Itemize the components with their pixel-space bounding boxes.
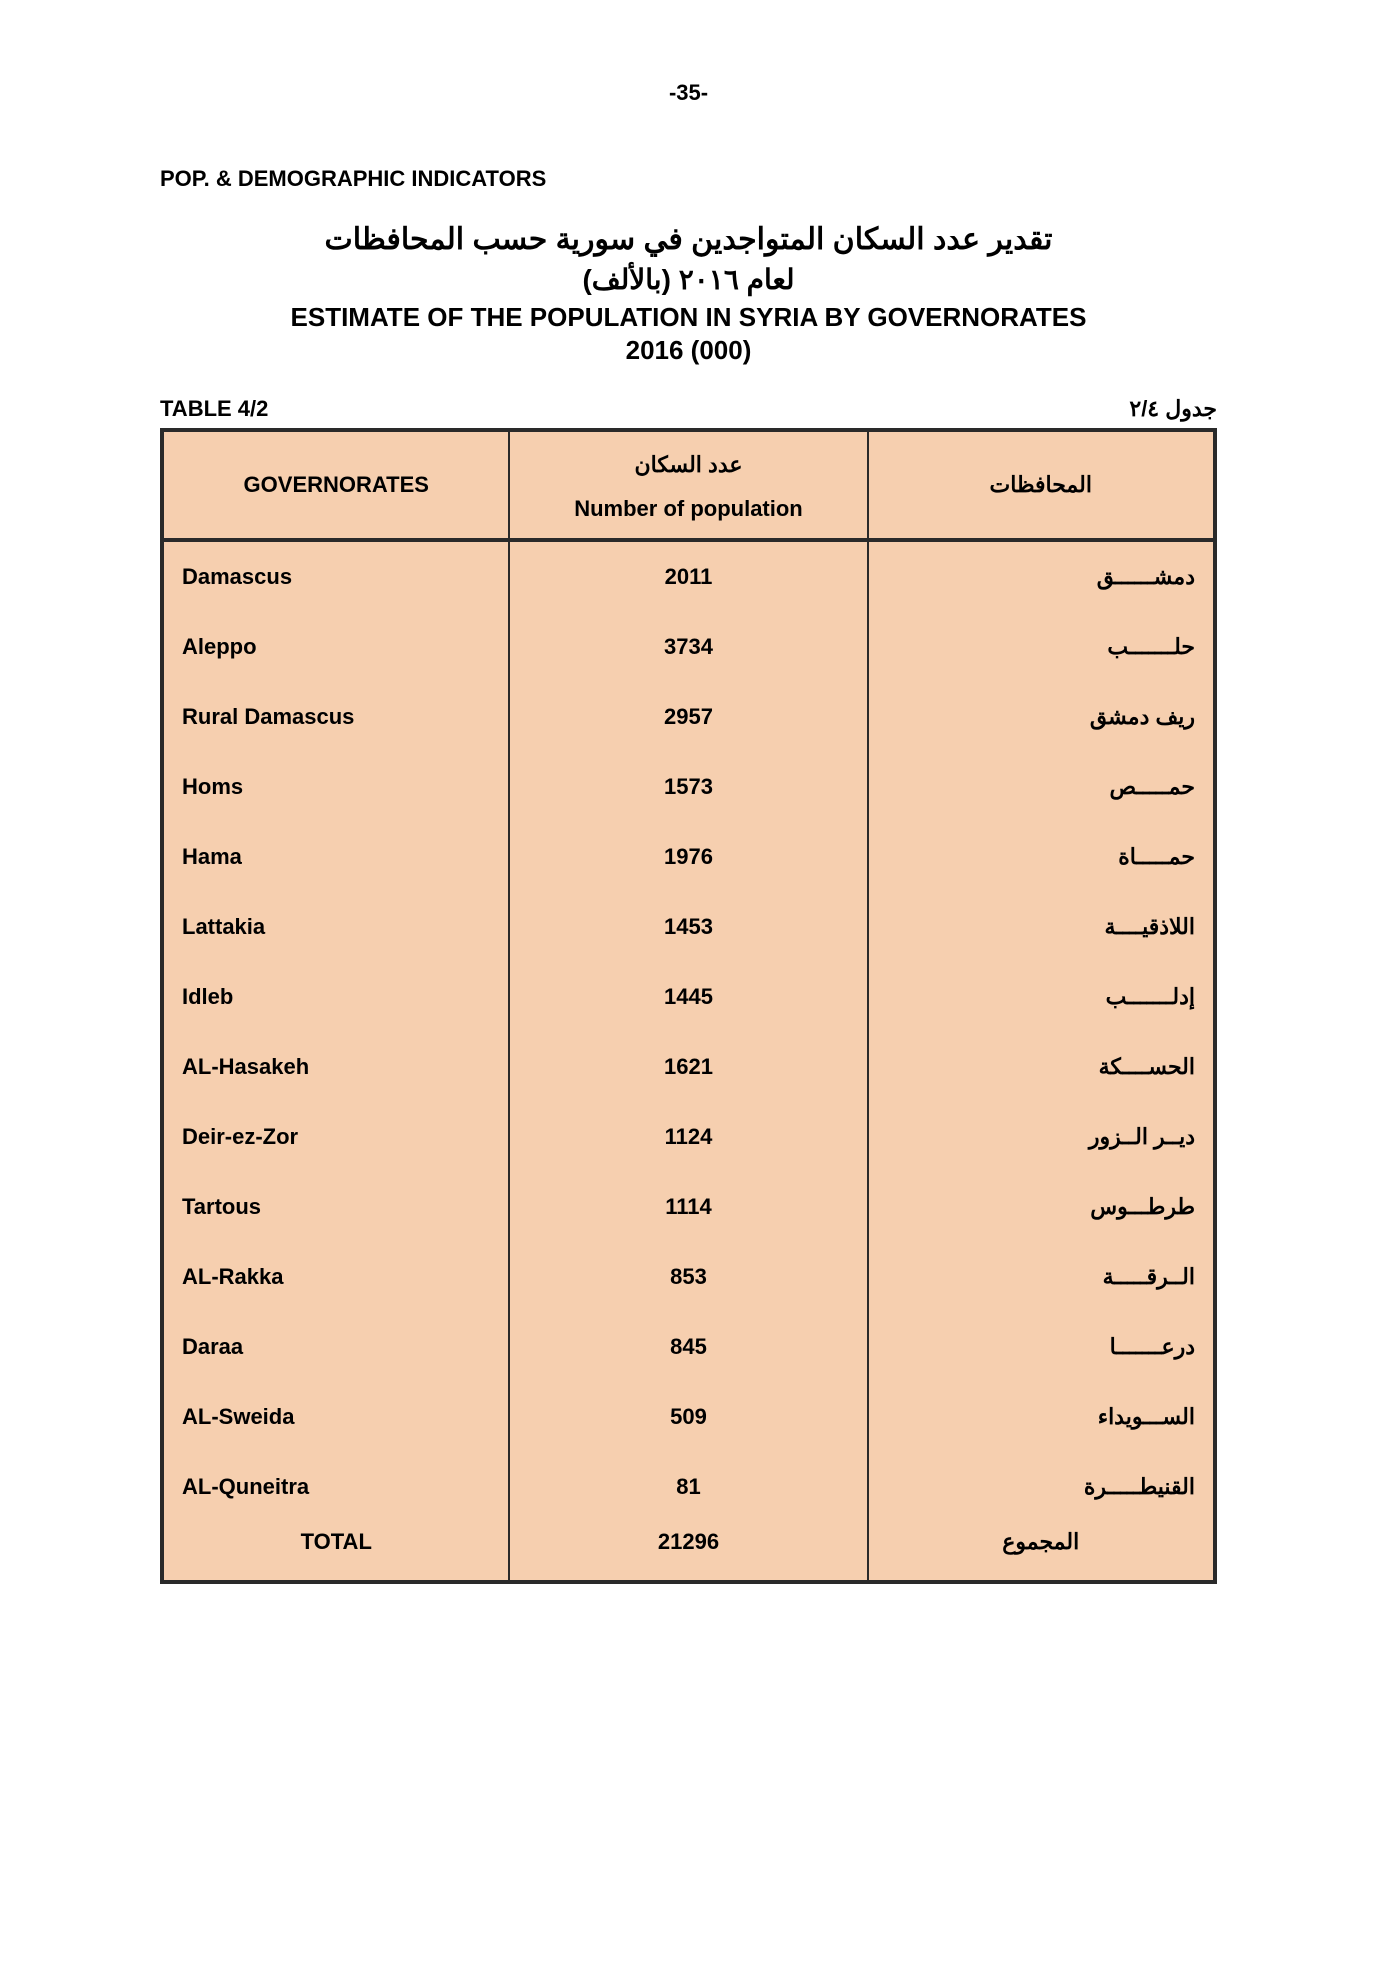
- table-row: Tartous1114طرطـــوس: [162, 1172, 1215, 1242]
- governorate-name-en: AL-Quneitra: [162, 1452, 509, 1522]
- population-value: 81: [509, 1452, 867, 1522]
- title-english-line1: ESTIMATE OF THE POPULATION IN SYRIA BY G…: [160, 302, 1217, 333]
- governorate-name-en: Rural Damascus: [162, 682, 509, 752]
- table-row: AL-Sweida509الســـويداء: [162, 1382, 1215, 1452]
- table-label-ar: جدول ٢/٤: [1129, 396, 1217, 422]
- governorate-name-en: Hama: [162, 822, 509, 892]
- table-row: Damascus2011دمشــــــق: [162, 540, 1215, 612]
- col-header-governorates-ar: المحافظات: [868, 430, 1216, 540]
- page-number: -35-: [160, 80, 1217, 106]
- table-row: Deir-ez-Zor1124ديــر الــزور: [162, 1102, 1215, 1172]
- population-value: 2011: [509, 540, 867, 612]
- population-value: 845: [509, 1312, 867, 1382]
- governorate-name-en: AL-Rakka: [162, 1242, 509, 1312]
- governorate-name-ar: اللاذقيــــة: [868, 892, 1216, 962]
- table-row: Aleppo3734حلـــــــب: [162, 612, 1215, 682]
- governorate-name-ar: ريف دمشق: [868, 682, 1216, 752]
- governorate-name-ar: إدلـــــــب: [868, 962, 1216, 1032]
- table-label-en: TABLE 4/2: [160, 396, 268, 422]
- table-row: Hama1976حمـــــاة: [162, 822, 1215, 892]
- title-arabic-line1: تقدير عدد السكان المتواجدين في سورية حسب…: [160, 222, 1217, 257]
- table-label-row: TABLE 4/2 جدول ٢/٤: [160, 396, 1217, 422]
- governorate-name-en: Lattakia: [162, 892, 509, 962]
- population-value: 1124: [509, 1102, 867, 1172]
- governorate-name-ar: ديــر الــزور: [868, 1102, 1216, 1172]
- table-header-row: GOVERNORATES عدد السكان Number of popula…: [162, 430, 1215, 540]
- table-row: Daraa845درعـــــــا: [162, 1312, 1215, 1382]
- governorate-name-ar: درعـــــــا: [868, 1312, 1216, 1382]
- population-value: 1573: [509, 752, 867, 822]
- governorate-name-ar: حلـــــــب: [868, 612, 1216, 682]
- population-value: 509: [509, 1382, 867, 1452]
- col-header-governorates-en-text: GOVERNORATES: [182, 472, 490, 498]
- governorate-name-ar: دمشــــــق: [868, 540, 1216, 612]
- table-row: AL-Quneitra81القنيطـــــرة: [162, 1452, 1215, 1522]
- governorate-name-en: Idleb: [162, 962, 509, 1032]
- governorate-name-ar: الحســــكة: [868, 1032, 1216, 1102]
- population-value: 1976: [509, 822, 867, 892]
- title-english-line2: 2016 (000): [160, 335, 1217, 366]
- col-header-population-ar: عدد السكان: [528, 452, 848, 478]
- governorate-name-ar: الــرقـــــة: [868, 1242, 1216, 1312]
- table-row: AL-Rakka853الــرقـــــة: [162, 1242, 1215, 1312]
- population-value: 1114: [509, 1172, 867, 1242]
- table-row: Lattakia1453اللاذقيــــة: [162, 892, 1215, 962]
- population-value: 1453: [509, 892, 867, 962]
- governorate-name-en: Damascus: [162, 540, 509, 612]
- governorate-name-ar: الســـويداء: [868, 1382, 1216, 1452]
- col-header-population-en: Number of population: [528, 496, 848, 522]
- governorate-name-en: Homs: [162, 752, 509, 822]
- table-row: Idleb1445إدلـــــــب: [162, 962, 1215, 1032]
- title-arabic-line2: لعام ٢٠١٦ (بالألف): [160, 263, 1217, 296]
- governorate-name-ar: حمـــــاة: [868, 822, 1216, 892]
- governorate-name-ar: طرطـــوس: [868, 1172, 1216, 1242]
- governorate-name-en: Aleppo: [162, 612, 509, 682]
- population-value: 2957: [509, 682, 867, 752]
- total-label-ar: المجموع: [868, 1522, 1216, 1582]
- table-row: Rural Damascus2957ريف دمشق: [162, 682, 1215, 752]
- population-value: 853: [509, 1242, 867, 1312]
- section-heading: POP. & DEMOGRAPHIC INDICATORS: [160, 166, 1217, 192]
- governorate-name-en: AL-Hasakeh: [162, 1032, 509, 1102]
- table-row: AL-Hasakeh1621الحســــكة: [162, 1032, 1215, 1102]
- governorate-name-en: Deir-ez-Zor: [162, 1102, 509, 1172]
- governorate-name-en: AL-Sweida: [162, 1382, 509, 1452]
- col-header-governorates-ar-text: المحافظات: [990, 472, 1092, 497]
- population-value: 1621: [509, 1032, 867, 1102]
- total-value: 21296: [509, 1522, 867, 1582]
- governorate-name-en: Tartous: [162, 1172, 509, 1242]
- governorate-name-ar: القنيطـــــرة: [868, 1452, 1216, 1522]
- table-total-row: TOTAL21296المجموع: [162, 1522, 1215, 1582]
- col-header-population: عدد السكان Number of population: [509, 430, 867, 540]
- col-header-governorates-en: GOVERNORATES: [162, 430, 509, 540]
- population-table: GOVERNORATES عدد السكان Number of popula…: [160, 428, 1217, 1584]
- governorate-name-ar: حمـــــص: [868, 752, 1216, 822]
- governorate-name-en: Daraa: [162, 1312, 509, 1382]
- population-value: 1445: [509, 962, 867, 1032]
- page: -35- POP. & DEMOGRAPHIC INDICATORS تقدير…: [0, 0, 1377, 1984]
- population-value: 3734: [509, 612, 867, 682]
- table-row: Homs1573حمـــــص: [162, 752, 1215, 822]
- total-label-en: TOTAL: [162, 1522, 509, 1582]
